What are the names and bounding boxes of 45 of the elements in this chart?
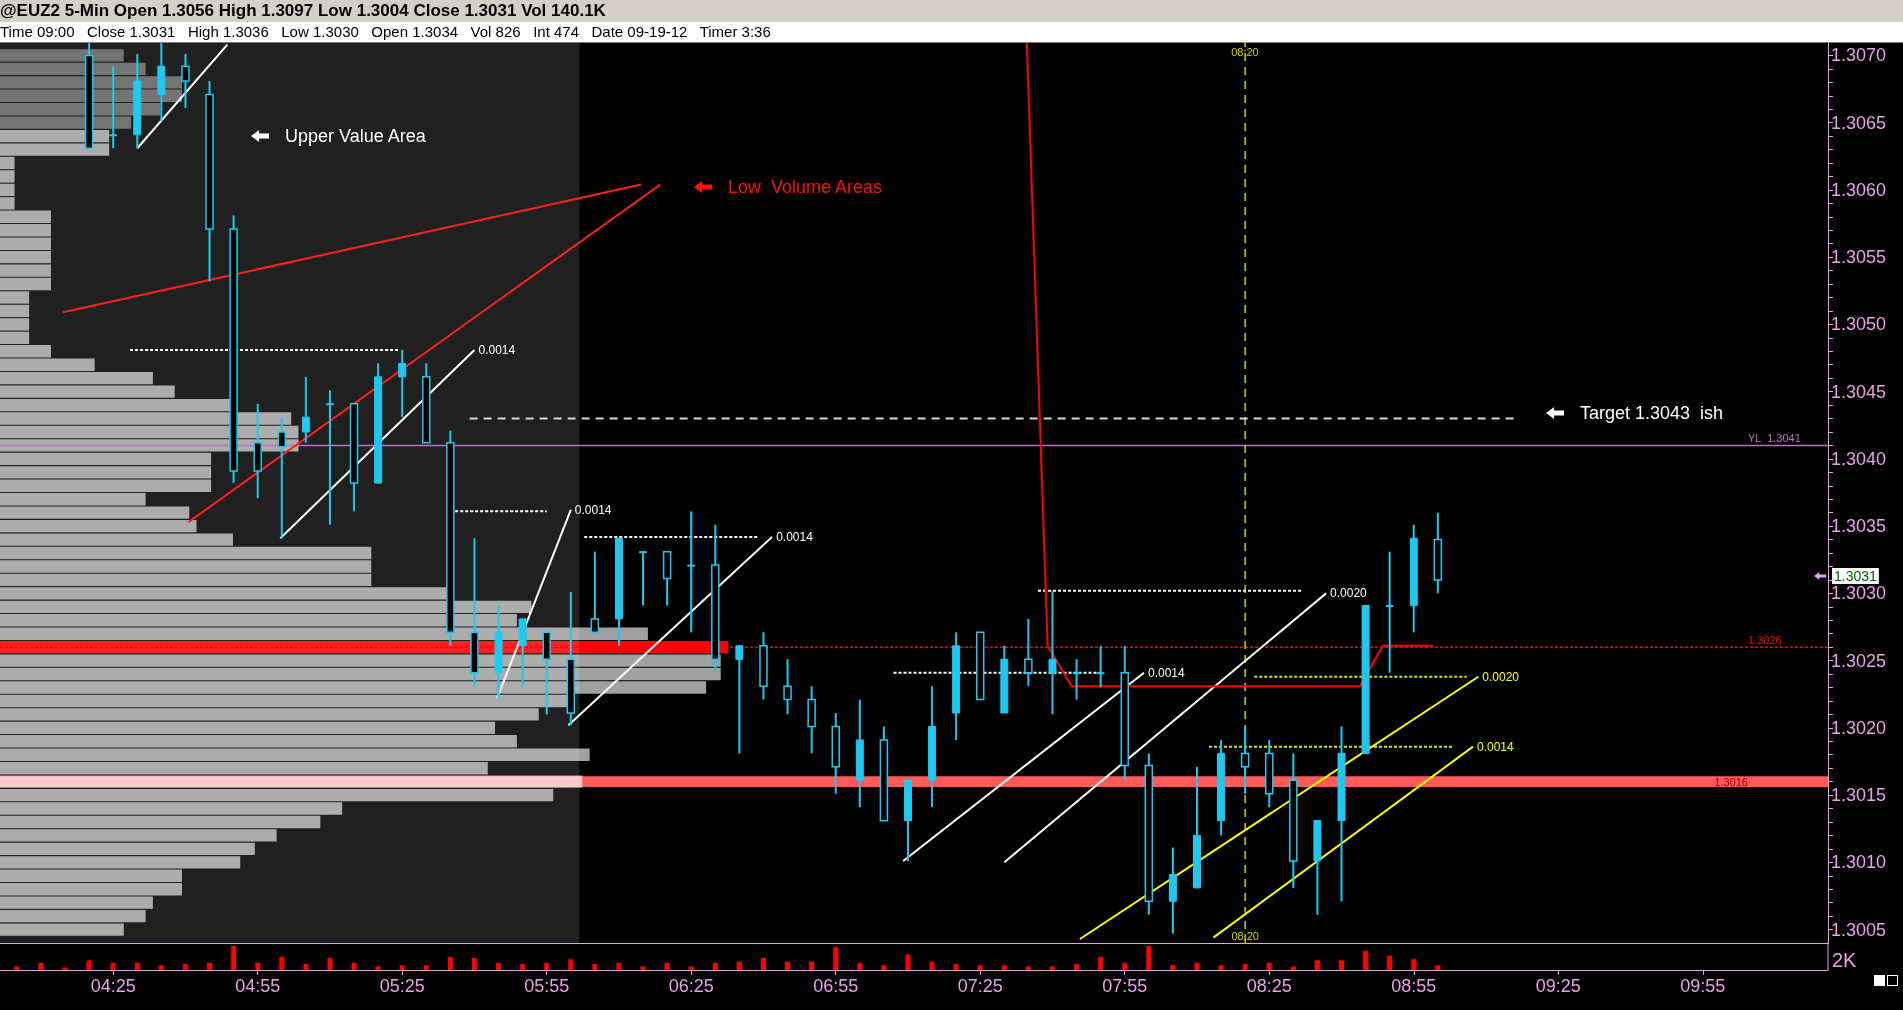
y-tick-label: 1.3015: [1831, 785, 1887, 806]
band-label: 1.3016: [1714, 775, 1748, 788]
y-tick-label: 1.3020: [1831, 717, 1887, 738]
ref-line-label: YL 1.3041: [1748, 431, 1801, 444]
x-tick-label: 05:25: [379, 976, 425, 996]
y-tick-label: 1.3045: [1831, 381, 1887, 402]
y-tick-label: 1.3010: [1831, 852, 1887, 873]
annotation: 0.0020: [1330, 586, 1368, 601]
x-tick-label: 08:25: [1246, 976, 1292, 996]
annotation: 0.0014: [1477, 739, 1515, 754]
annotation: Target 1.3043 ish: [1580, 403, 1724, 423]
y-tick-label: 1.3055: [1831, 247, 1887, 268]
chart-subtitle: Time 09:00 Close 1.3031 High 1.3036 Low 1.3030 Open 1.3034 Vol 826 Int 474 Date 09-19-12 Timer 3:36: [0, 22, 1903, 43]
annotation: 0.0014: [478, 342, 516, 357]
x-tick-label: 04:55: [235, 976, 281, 996]
annotation: Upper Value Area: [285, 126, 427, 146]
y-tick-label: 1.3030: [1831, 583, 1887, 604]
y-tick-label: 1.3005: [1831, 919, 1887, 940]
y-tick-label: 1.3070: [1831, 45, 1887, 66]
ref-line-label: 1.3026: [1748, 633, 1782, 646]
x-tick-label: 09:25: [1535, 976, 1581, 996]
text: 1.3031: [1834, 568, 1878, 584]
y-tick-label: 1.3025: [1831, 650, 1887, 671]
annotation: 0.0020: [1482, 669, 1520, 684]
annotation: 0.0014: [1148, 665, 1186, 680]
x-tick-label: 04:25: [90, 976, 136, 996]
y-tick-label: 1.3060: [1831, 179, 1887, 200]
x-tick-label: 08:55: [1391, 976, 1437, 996]
y-tick-label: 1.3035: [1831, 516, 1887, 537]
y-tick-label: 1.3050: [1831, 314, 1887, 335]
annotation: 0.0014: [776, 529, 814, 544]
x-tick-label: 07:55: [1102, 976, 1148, 996]
annotation: 0.0014: [574, 502, 612, 517]
chart-title: @EUZ2 5-Min Open 1.3056 High 1.3097 Low 1.3004 Close 1.3031 Vol 140.1K: [0, 0, 1903, 22]
text: 2K: [1832, 949, 1858, 971]
annotation: Low Volume Areas: [728, 177, 883, 197]
x-tick-label: 05:55: [524, 976, 570, 996]
x-tick-label: 06:25: [668, 976, 714, 996]
x-tick-label: 07:25: [957, 976, 1003, 996]
text: 08:20: [1231, 45, 1259, 58]
x-tick-label: 06:55: [813, 976, 859, 996]
ref-line-label: 08:20: [1231, 929, 1259, 942]
y-tick-label: 1.3040: [1831, 448, 1887, 469]
x-tick-label: 09:55: [1680, 976, 1726, 996]
y-tick-label: 1.3065: [1831, 112, 1887, 133]
